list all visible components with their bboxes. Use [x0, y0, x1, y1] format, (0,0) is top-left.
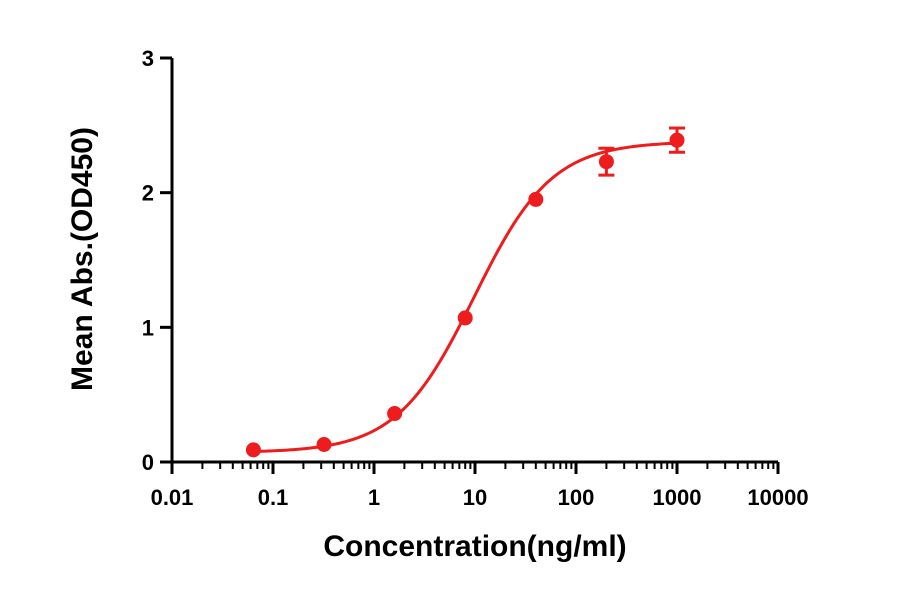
x-axis-ticks: 0.01 0.1 1 10 100 1000 10000 — [151, 462, 809, 510]
y-tick-label: 0 — [142, 450, 154, 475]
data-point — [387, 406, 403, 422]
data-point — [598, 154, 614, 170]
data-point — [457, 310, 473, 326]
y-tick-label: 3 — [142, 46, 154, 71]
y-tick-label: 2 — [142, 181, 154, 206]
x-tick-label: 1 — [368, 485, 380, 510]
axes — [170, 58, 778, 464]
fit-curve — [253, 141, 678, 454]
x-axis-title: Concentration(ng/ml) — [323, 530, 626, 563]
y-axis-ticks: 0 1 2 3 — [142, 46, 172, 475]
data-point — [245, 442, 261, 458]
data-points-layer — [245, 126, 685, 458]
data-point — [669, 132, 685, 148]
x-tick-label: 0.01 — [151, 485, 194, 510]
x-tick-label: 0.1 — [258, 485, 289, 510]
fit-curve-layer — [253, 141, 678, 454]
x-tick-label: 1000 — [653, 485, 702, 510]
x-tick-label: 100 — [558, 485, 595, 510]
data-point — [528, 191, 544, 207]
data-point — [316, 436, 332, 452]
y-axis-title: Mean Abs.(OD450) — [66, 127, 99, 391]
y-tick-label: 1 — [142, 315, 154, 340]
x-tick-label: 10 — [463, 485, 487, 510]
x-tick-label: 10000 — [747, 485, 808, 510]
